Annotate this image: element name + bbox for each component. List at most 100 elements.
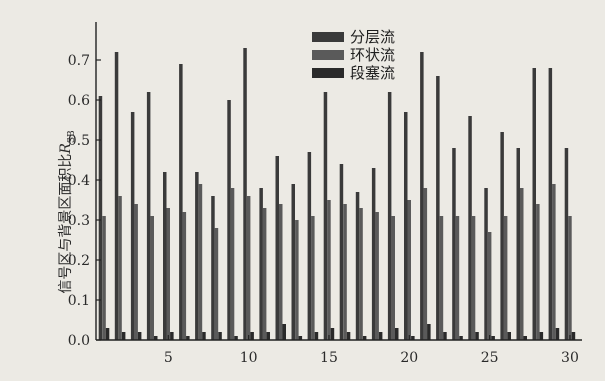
bar xyxy=(166,208,170,340)
y-tick-label: 0.2 xyxy=(68,253,90,269)
bar xyxy=(291,184,295,340)
legend-swatch xyxy=(312,32,344,42)
bar xyxy=(375,212,379,340)
bar xyxy=(411,336,415,340)
y-tick-label: 0.0 xyxy=(68,333,90,349)
bar xyxy=(250,332,254,340)
y-axis-ticks: 0.0 0.1 0.2 0.3 0.4 0.5 0.6 0.7 xyxy=(68,53,101,349)
bar xyxy=(330,328,335,340)
bar xyxy=(471,216,476,340)
bar xyxy=(282,324,286,340)
bar xyxy=(387,92,392,340)
bar xyxy=(568,216,572,340)
bar xyxy=(503,216,508,340)
bar xyxy=(395,328,399,340)
bar xyxy=(279,204,283,340)
bar xyxy=(391,216,395,340)
legend-label: 段塞流 xyxy=(350,64,395,82)
x-axis-ticks: 5 10 15 20 25 30 xyxy=(164,335,579,366)
bar xyxy=(102,216,106,340)
bar xyxy=(118,196,122,340)
x-tick-label: 5 xyxy=(164,350,173,366)
bar xyxy=(371,168,376,340)
bar xyxy=(314,332,319,340)
bar xyxy=(487,232,492,340)
bar xyxy=(170,332,174,340)
bar xyxy=(571,332,576,340)
bar xyxy=(186,336,190,340)
bar xyxy=(346,332,351,340)
y-axis-title-text: 信号区与背景区面积比 xyxy=(58,154,74,294)
bar xyxy=(427,324,431,340)
bar xyxy=(516,148,520,340)
bar xyxy=(134,204,138,340)
bar xyxy=(105,328,110,340)
y-axis-title-symbol: R xyxy=(58,143,74,155)
bar xyxy=(137,332,142,340)
bar xyxy=(327,200,331,340)
y-tick-label: 0.7 xyxy=(68,53,90,69)
bar xyxy=(536,204,540,340)
bar xyxy=(182,212,187,340)
bar xyxy=(443,332,447,340)
bar xyxy=(114,52,119,340)
bar xyxy=(520,188,524,340)
y-tick-label: 0.6 xyxy=(68,93,90,109)
bar xyxy=(484,188,488,340)
bar xyxy=(452,148,456,340)
legend-label: 分层流 xyxy=(350,28,395,46)
bar xyxy=(259,188,263,340)
bar xyxy=(475,332,479,340)
bar xyxy=(146,92,151,340)
bar xyxy=(355,192,360,340)
bar xyxy=(548,68,553,340)
bar xyxy=(154,336,158,340)
bar xyxy=(491,336,495,340)
bar xyxy=(163,172,167,340)
bar xyxy=(121,332,126,340)
legend-label: 环状流 xyxy=(350,46,395,64)
x-tick-label: 10 xyxy=(240,350,258,366)
bar xyxy=(230,188,235,340)
bar xyxy=(339,164,344,340)
bar xyxy=(359,208,363,340)
bar xyxy=(468,116,472,340)
bar xyxy=(311,216,315,340)
bar xyxy=(552,184,556,340)
bar xyxy=(150,216,154,340)
bar xyxy=(243,48,247,340)
bar xyxy=(555,328,560,340)
bar xyxy=(234,336,238,340)
bar xyxy=(298,336,303,340)
bar xyxy=(275,156,279,340)
axes xyxy=(95,22,582,341)
x-tick-label: 25 xyxy=(481,350,499,366)
bar xyxy=(211,196,215,340)
y-tick-label: 0.1 xyxy=(68,293,90,309)
bar xyxy=(227,100,231,340)
legend-swatch xyxy=(312,68,344,78)
bar xyxy=(198,184,203,340)
bar xyxy=(439,216,444,340)
bar xyxy=(195,172,199,340)
bar xyxy=(266,332,270,340)
legend-swatch xyxy=(312,50,344,60)
bar xyxy=(343,204,347,340)
bar xyxy=(323,92,328,340)
x-tick-label: 30 xyxy=(561,350,579,366)
bar xyxy=(179,64,183,340)
bar xyxy=(246,196,251,340)
bar xyxy=(98,96,103,340)
y-tick-label: 0.5 xyxy=(68,133,90,149)
x-tick-label: 15 xyxy=(320,350,338,366)
bar xyxy=(539,332,544,340)
bar xyxy=(500,132,504,340)
bar xyxy=(130,112,135,340)
bar xyxy=(455,216,460,340)
bar xyxy=(423,188,428,340)
bar xyxy=(362,336,367,340)
bar xyxy=(307,152,312,340)
bar xyxy=(202,332,206,340)
